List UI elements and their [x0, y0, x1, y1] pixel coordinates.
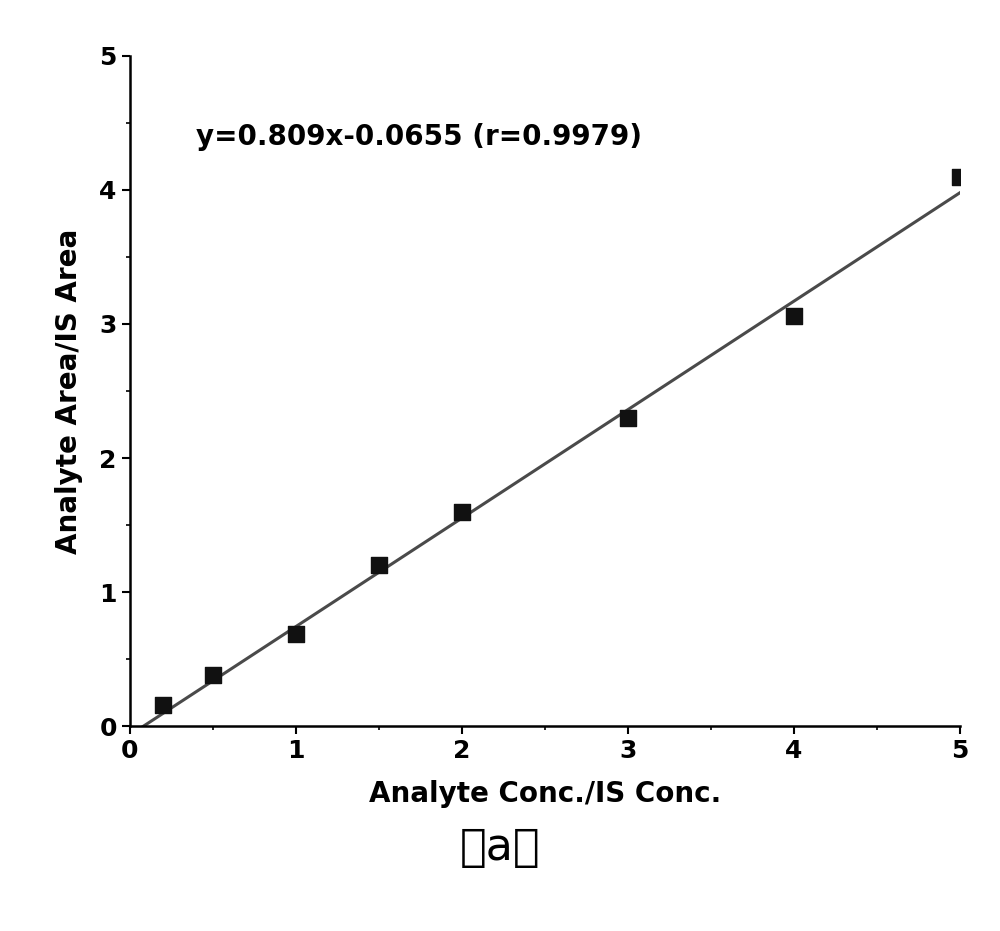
Point — [454, 505, 470, 519]
Point — [288, 627, 304, 641]
Point — [155, 698, 171, 713]
Y-axis label: Analyte Area/IS Area: Analyte Area/IS Area — [55, 228, 83, 554]
Point — [620, 411, 636, 425]
Text: y=0.809x-0.0655 (r=0.9979): y=0.809x-0.0655 (r=0.9979) — [196, 123, 642, 151]
Point — [205, 668, 221, 682]
Text: （a）: （a） — [460, 826, 540, 869]
Point — [786, 308, 802, 323]
Point — [371, 558, 387, 573]
X-axis label: Analyte Conc./IS Conc.: Analyte Conc./IS Conc. — [369, 780, 721, 808]
Point — [952, 169, 968, 184]
